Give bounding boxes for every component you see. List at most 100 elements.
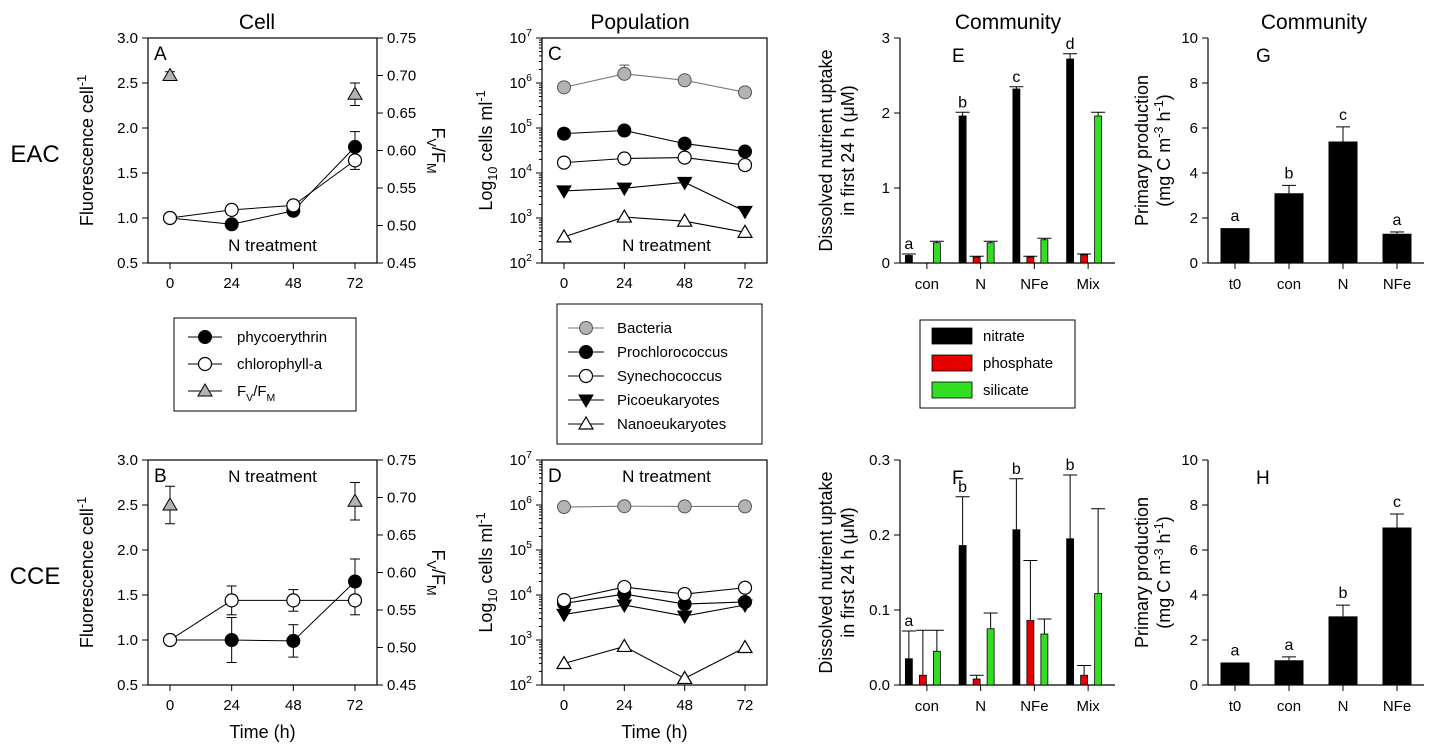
panel-D: 102 103 104 105 106 107 0 24 48 72 Log10 cells ml-… xyxy=(474,449,768,742)
data-point-fvfm xyxy=(347,86,363,100)
significance-letter: b xyxy=(958,479,967,496)
y-axis-label: Dissolved nutrient uptake in first 24 h (… xyxy=(816,49,858,251)
data-point-synechococcus xyxy=(556,155,572,170)
y2-axis-label: FV/FM xyxy=(424,550,448,596)
y-tick-label: 104 xyxy=(509,584,532,604)
column-title-community-nutrients: Community xyxy=(955,11,1062,34)
bar-silicate xyxy=(932,242,941,264)
data-point-prochlorococcus xyxy=(738,144,752,159)
bar-phosphate xyxy=(972,256,981,264)
y2-tick-label: 0.50 xyxy=(387,218,416,235)
annotation-text: N treatment xyxy=(622,236,711,255)
y2-tick-label: 0.70 xyxy=(387,490,416,507)
series-line-prochlorococcus xyxy=(563,593,746,605)
panel-letter: A xyxy=(154,44,167,65)
legend-label: phycoerythrin xyxy=(237,329,327,346)
data-point-chlorophylla xyxy=(224,593,239,608)
series-line-bacteria xyxy=(563,73,746,93)
data-point-chlorophylla xyxy=(286,593,301,608)
significance-letter: a xyxy=(904,613,913,630)
x-tick-label: NFe xyxy=(1383,276,1411,293)
plot-frame xyxy=(541,459,768,686)
data-point-picoeukaryotes xyxy=(737,205,753,220)
column-title-population: Population xyxy=(590,11,689,34)
panel-E: 0 1 2 3 con a Nb NFe c Mix d Dissolved nutrient upt… xyxy=(816,30,1115,293)
significance-letter: c xyxy=(1012,69,1020,86)
bar xyxy=(1328,141,1358,263)
bar-silicate xyxy=(1094,115,1103,264)
data-point-prochlorococcus xyxy=(617,123,632,138)
data-point-bacteria xyxy=(557,500,571,515)
annotation-text: N treatment xyxy=(228,467,317,486)
panel-G: 0 2 4 6 8 10 a t0 b con c Na NFe Primary production (m… xyxy=(1132,30,1424,293)
y-tick-label: 107 xyxy=(509,449,532,469)
y-axis-label: Log10 cells ml-1 xyxy=(474,90,500,210)
data-point-synechococcus xyxy=(737,157,753,173)
y-tick-label: 0 xyxy=(1190,677,1198,694)
series-line-nanoeukaryotes xyxy=(563,216,746,238)
series-line-prochlorococcus xyxy=(563,129,746,153)
data-point-chlorophylla xyxy=(347,153,363,168)
y-tick-label: 106 xyxy=(509,72,532,92)
y-tick-label: 1.5 xyxy=(117,587,138,604)
x-tick-label: NFe xyxy=(1020,698,1048,715)
legend-label: Nanoeukaryotes xyxy=(617,416,726,433)
bar-nitrate xyxy=(904,658,913,686)
series-line-phycoerythrin xyxy=(170,581,356,642)
bar-phosphate xyxy=(972,678,981,686)
legend-label: Synechococcus xyxy=(617,368,722,385)
significance-letter: a xyxy=(904,236,913,253)
y-tick-label: 1.0 xyxy=(117,632,138,649)
bar-silicate xyxy=(986,242,995,264)
y-tick-label: 6 xyxy=(1190,120,1198,137)
y-tick-label: 10 xyxy=(1181,30,1198,47)
x-tick-label: 48 xyxy=(285,275,302,292)
panel-H: 0 2 4 6 8 10 a t0 a con b Nc NFe Primary production (m… xyxy=(1132,452,1424,715)
legend-label: nitrate xyxy=(983,328,1025,345)
y-tick-label: 0.5 xyxy=(117,677,138,694)
data-point-phycoerythrin xyxy=(286,633,301,648)
significance-letter: b xyxy=(1012,461,1021,478)
row-label-cce: CCE xyxy=(10,563,61,590)
y-tick-label: 104 xyxy=(509,162,532,182)
y-tick-label: 2.0 xyxy=(117,542,138,559)
x-tick-label: con xyxy=(1277,276,1301,293)
y2-tick-label: 0.70 xyxy=(387,68,416,85)
series-line-bacteria xyxy=(563,505,745,508)
data-point-chlorophylla xyxy=(347,593,363,608)
y-tick-label: 2.5 xyxy=(117,497,138,514)
legend-population: Bacteria Prochlorococcus Synechococcus Pico… xyxy=(556,303,763,445)
x-tick-label: 48 xyxy=(676,697,693,714)
data-point-nanoeukaryotes xyxy=(736,639,754,654)
panel-letter: C xyxy=(548,44,562,65)
x-axis-label: Time (h) xyxy=(229,722,295,742)
x-tick-label: 24 xyxy=(616,697,633,714)
x-tick-label: 72 xyxy=(737,275,754,292)
data-point-bacteria xyxy=(677,73,692,88)
y2-tick-label: 0.55 xyxy=(387,602,416,619)
data-point-picoeukaryotes xyxy=(676,176,693,191)
y-tick-label: 4 xyxy=(1190,165,1198,182)
annotation-text: N treatment xyxy=(228,236,317,255)
y-tick-label: 2.5 xyxy=(117,75,138,92)
x-tick-label: 24 xyxy=(223,697,240,714)
legend-swatch xyxy=(931,327,973,345)
y-tick-label: 3 xyxy=(882,30,890,47)
significance-letter: c xyxy=(1339,107,1347,124)
data-point-picoeukaryotes xyxy=(676,610,693,625)
y-tick-label: 2.0 xyxy=(117,120,138,137)
data-point-nanoeukaryotes xyxy=(676,212,693,227)
data-point-bacteria xyxy=(738,499,752,514)
legend-label: chlorophyll-a xyxy=(237,356,323,373)
legend-label: Bacteria xyxy=(617,320,673,337)
legends: phycoerythrin chlorophyll-a FV/FM Bacteria P… xyxy=(173,303,1076,445)
row-label-eac: EAC xyxy=(10,141,59,168)
bar xyxy=(1274,660,1304,685)
x-tick-label: con xyxy=(915,698,939,715)
column-title-community-production: Community xyxy=(1261,11,1368,34)
x-tick-label: t0 xyxy=(1229,698,1242,715)
data-point-bacteria xyxy=(617,66,632,81)
y-axis-label: Fluorescence cell-1 xyxy=(75,75,97,226)
y-tick-label: 0.5 xyxy=(117,255,138,272)
panel-letter: E xyxy=(952,46,965,67)
